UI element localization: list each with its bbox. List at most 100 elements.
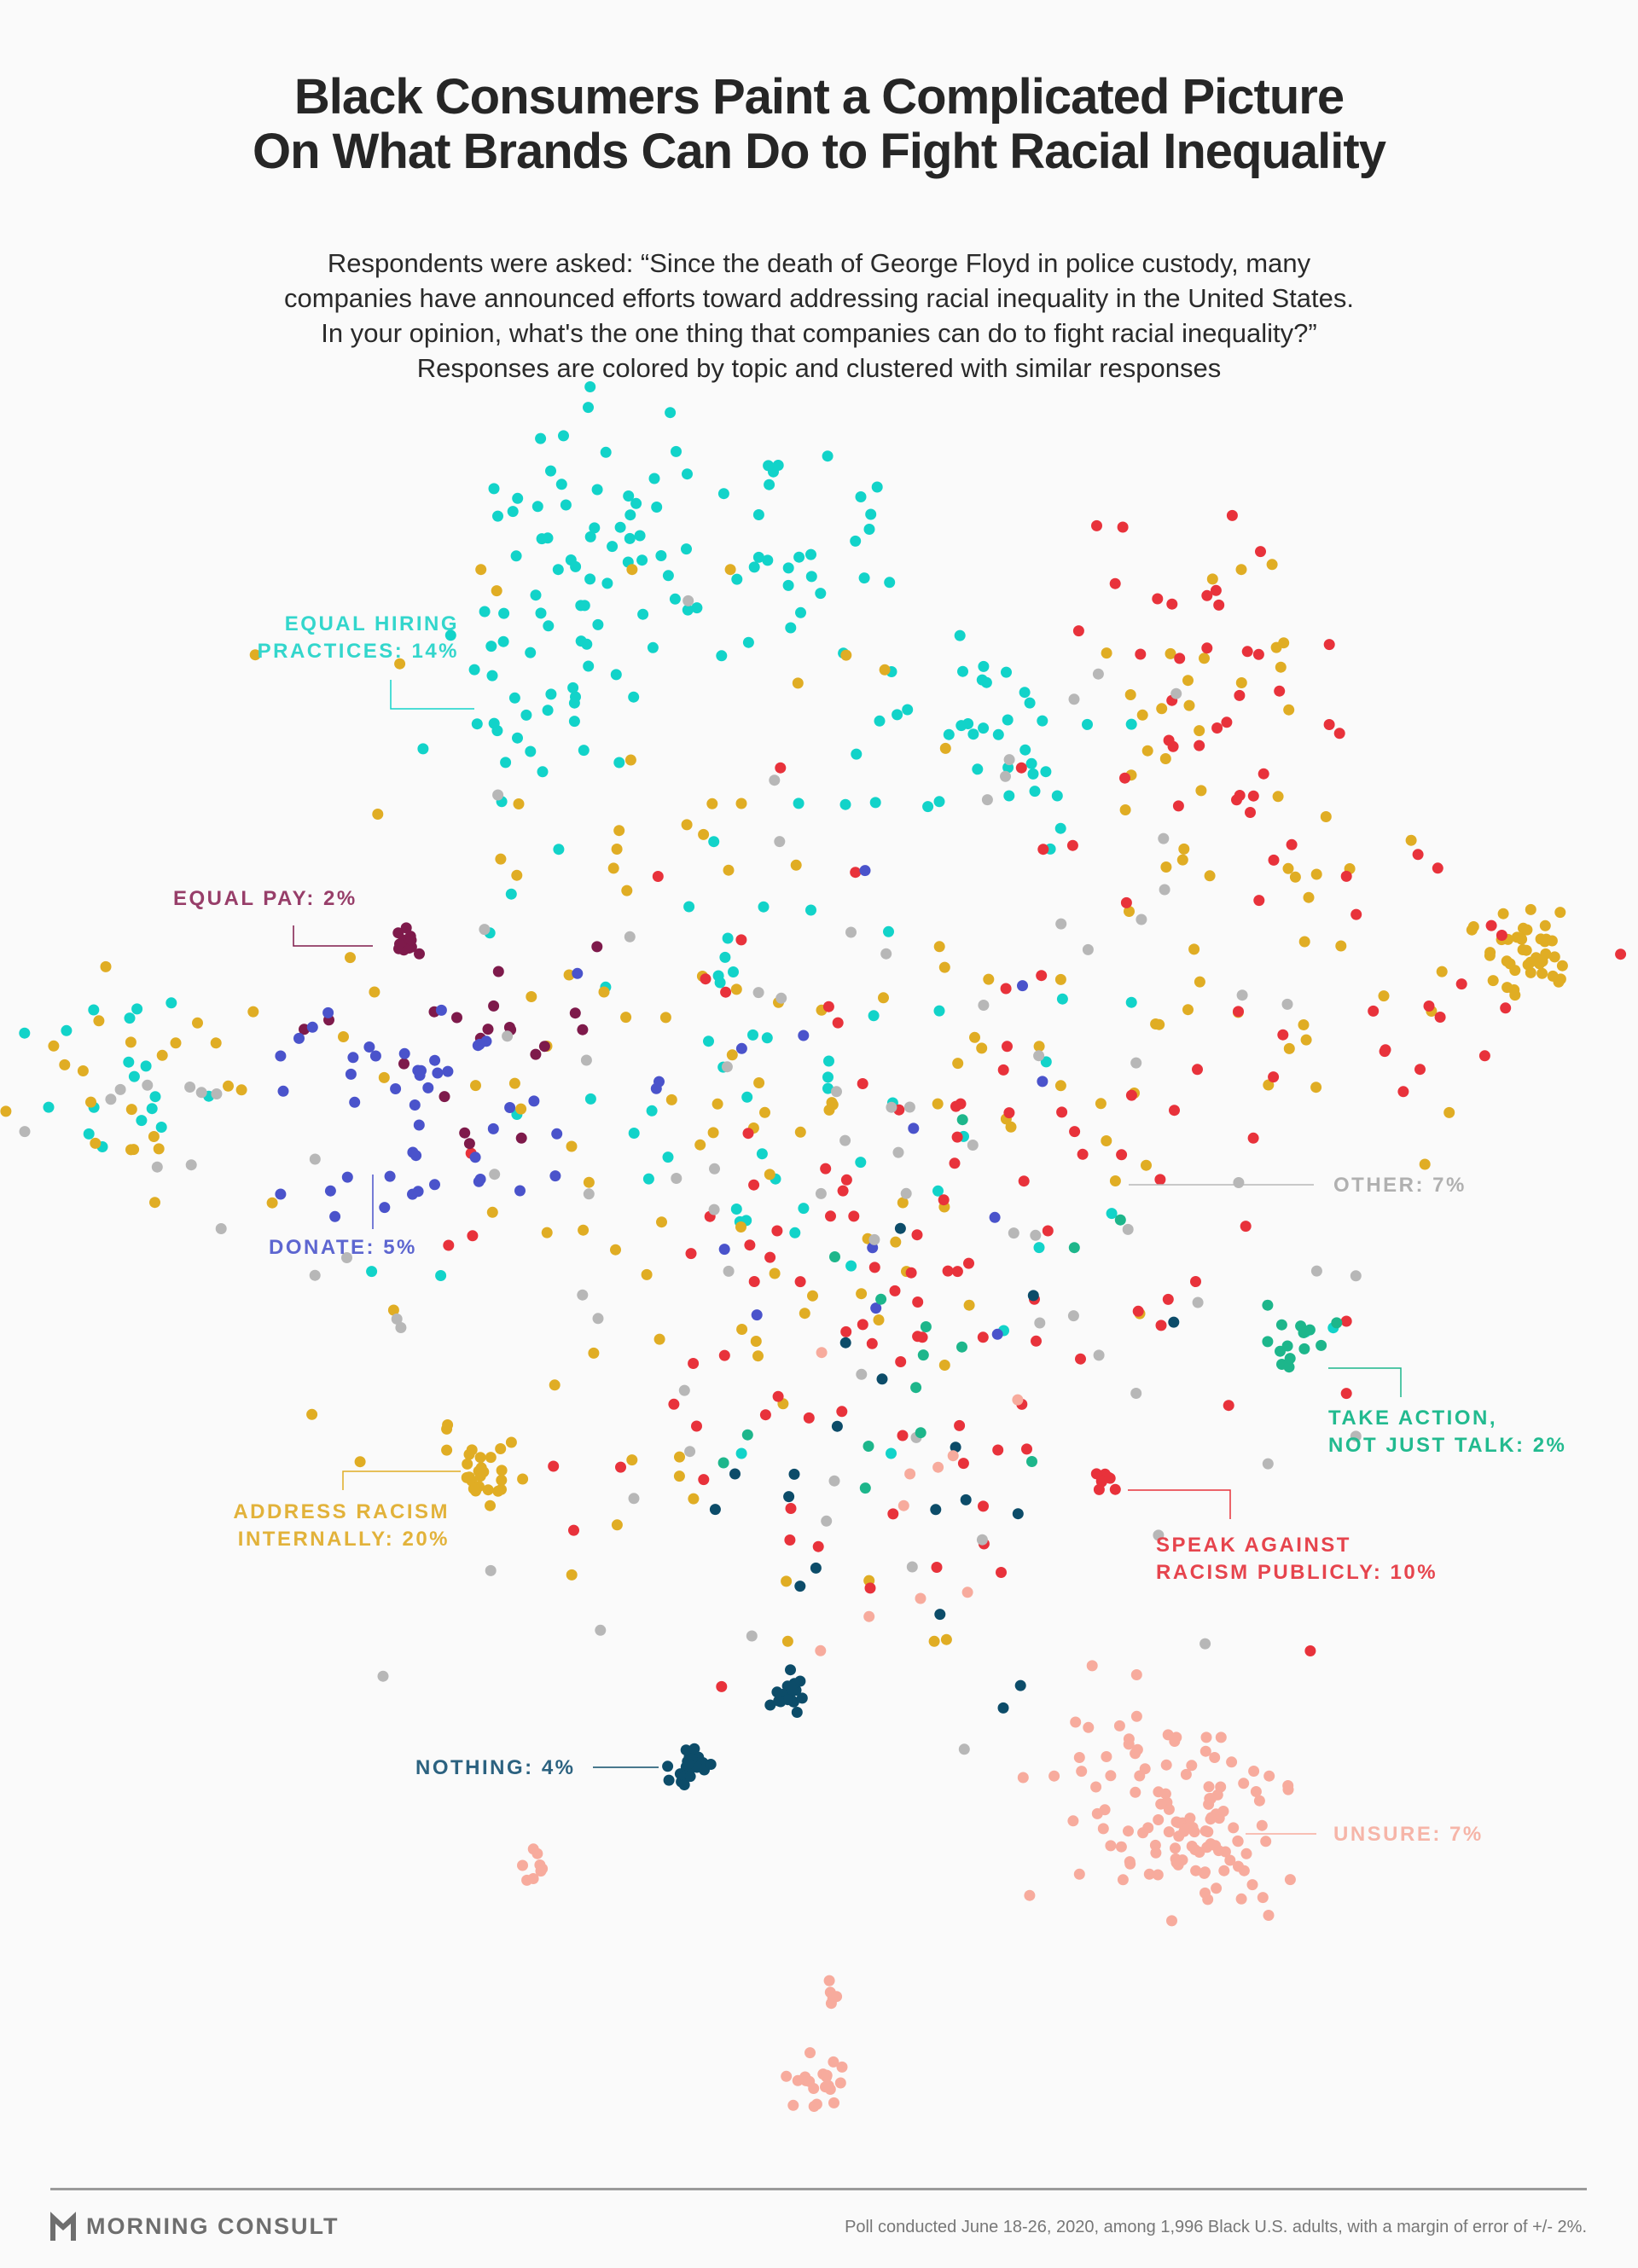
response-point-internal [790, 859, 802, 871]
response-point-unsure [1253, 1795, 1265, 1807]
response-point-internal [938, 1360, 950, 1371]
response-point-unsure [1170, 1816, 1182, 1828]
response-point-speak [1072, 625, 1084, 637]
response-point-nothing [764, 1699, 776, 1711]
response-point-unsure [828, 2056, 839, 2068]
response-point-internal [1502, 982, 1513, 994]
response-point-unsure [527, 1873, 539, 1884]
response-point-hiring [555, 479, 567, 490]
response-point-speak [748, 1276, 760, 1287]
response-point-hiring [630, 497, 642, 509]
response-point-internal [372, 809, 384, 820]
response-point-donate [474, 1174, 486, 1185]
response-point-hiring [972, 763, 984, 775]
response-point-hiring [19, 1027, 31, 1039]
response-point-internal [735, 798, 747, 809]
response-point-unsure [1284, 1874, 1296, 1886]
response-point-unsure [1170, 1842, 1181, 1854]
response-point-donate [409, 1099, 421, 1111]
response-point-unsure [1194, 1847, 1205, 1858]
response-point-unsure [915, 1592, 926, 1604]
label-speak-against: SPEAK AGAINST RACISM PUBLICLY: 10% [1156, 1532, 1438, 1586]
response-point-internal [624, 754, 636, 766]
response-point-speak [836, 1406, 848, 1418]
response-point-internal [1195, 785, 1207, 797]
response-point-hiring [933, 1005, 945, 1017]
response-point-hiring [486, 670, 498, 682]
response-point-speak [1323, 719, 1335, 730]
label-line: ADDRESS RACISM [233, 1500, 450, 1523]
response-point-internal [511, 869, 523, 881]
response-point-hiring [665, 407, 677, 419]
response-point-hiring [785, 622, 797, 634]
response-point-unsure [897, 1499, 909, 1511]
response-point-donate [870, 1302, 882, 1314]
response-point-unsure [1256, 1819, 1268, 1831]
response-point-hiring [589, 522, 601, 534]
response-point-speak [942, 1265, 954, 1277]
response-point-pay [439, 1091, 450, 1103]
response-point-speak [1172, 800, 1184, 812]
label-line: EQUAL PAY: 2% [173, 887, 357, 910]
response-point-other [624, 931, 636, 943]
response-point-action [910, 1382, 922, 1394]
response-point-speak [1340, 1388, 1352, 1400]
response-point-internal [1178, 843, 1190, 855]
response-point-internal [769, 1267, 781, 1279]
response-point-donate [473, 1038, 485, 1050]
response-point-other [1093, 1349, 1105, 1361]
response-point-hiring [764, 479, 775, 490]
response-point-hiring [610, 669, 622, 681]
response-point-unsure [831, 1991, 843, 2003]
label-donate: DONATE: 5% [269, 1234, 417, 1262]
response-point-speak [1163, 734, 1175, 746]
response-point-hiring [88, 1004, 100, 1016]
response-point-speak [1333, 728, 1345, 740]
response-point-internal [976, 1042, 988, 1054]
response-point-internal [441, 1444, 453, 1456]
response-point-speak [1077, 1148, 1089, 1160]
response-point-action [1068, 1242, 1080, 1254]
response-point-internal [394, 658, 406, 670]
response-point-nothing [894, 1222, 906, 1234]
response-point-unsure [1067, 1815, 1079, 1827]
response-point-speak [1210, 584, 1222, 596]
response-point-hiring [583, 402, 594, 414]
response-point-unsure [947, 1450, 959, 1462]
response-point-internal [1436, 966, 1448, 977]
response-point-nothing [691, 1761, 703, 1773]
response-point-internal [468, 1482, 479, 1494]
response-point-action [917, 1349, 929, 1361]
response-point-speak [1247, 1132, 1259, 1144]
response-point-internal [674, 1451, 685, 1463]
response-point-nothing [682, 1758, 694, 1770]
response-point-internal [266, 1197, 278, 1209]
response-point-speak [1002, 1041, 1013, 1053]
response-point-other [105, 1093, 117, 1105]
response-point-hiring [978, 722, 990, 734]
response-point-other [1068, 693, 1080, 705]
response-point-speak [812, 1540, 824, 1552]
response-point-other [856, 1368, 868, 1380]
response-point-donate [369, 1050, 381, 1062]
response-point-speak [887, 1508, 899, 1520]
response-point-internal [1546, 935, 1558, 947]
response-point-internal [939, 742, 951, 754]
response-point-hiring [954, 629, 966, 641]
response-point-other [1136, 914, 1147, 925]
response-point-action [1298, 1343, 1310, 1354]
response-point-internal [1516, 933, 1528, 945]
response-point-nothing [791, 1707, 803, 1718]
response-point-internal [1033, 1041, 1045, 1053]
response-point-hiring [863, 524, 875, 535]
response-point-hiring [691, 602, 703, 614]
response-point-hiring [1051, 790, 1063, 802]
response-point-internal [1484, 949, 1496, 961]
response-point-internal [85, 1096, 96, 1108]
response-point-speak [1412, 849, 1424, 861]
response-point-internal [482, 1484, 494, 1496]
response-point-speak [548, 1460, 560, 1472]
response-point-pay [463, 1138, 475, 1150]
response-point-internal [607, 862, 619, 874]
response-point-hiring [43, 1101, 55, 1113]
